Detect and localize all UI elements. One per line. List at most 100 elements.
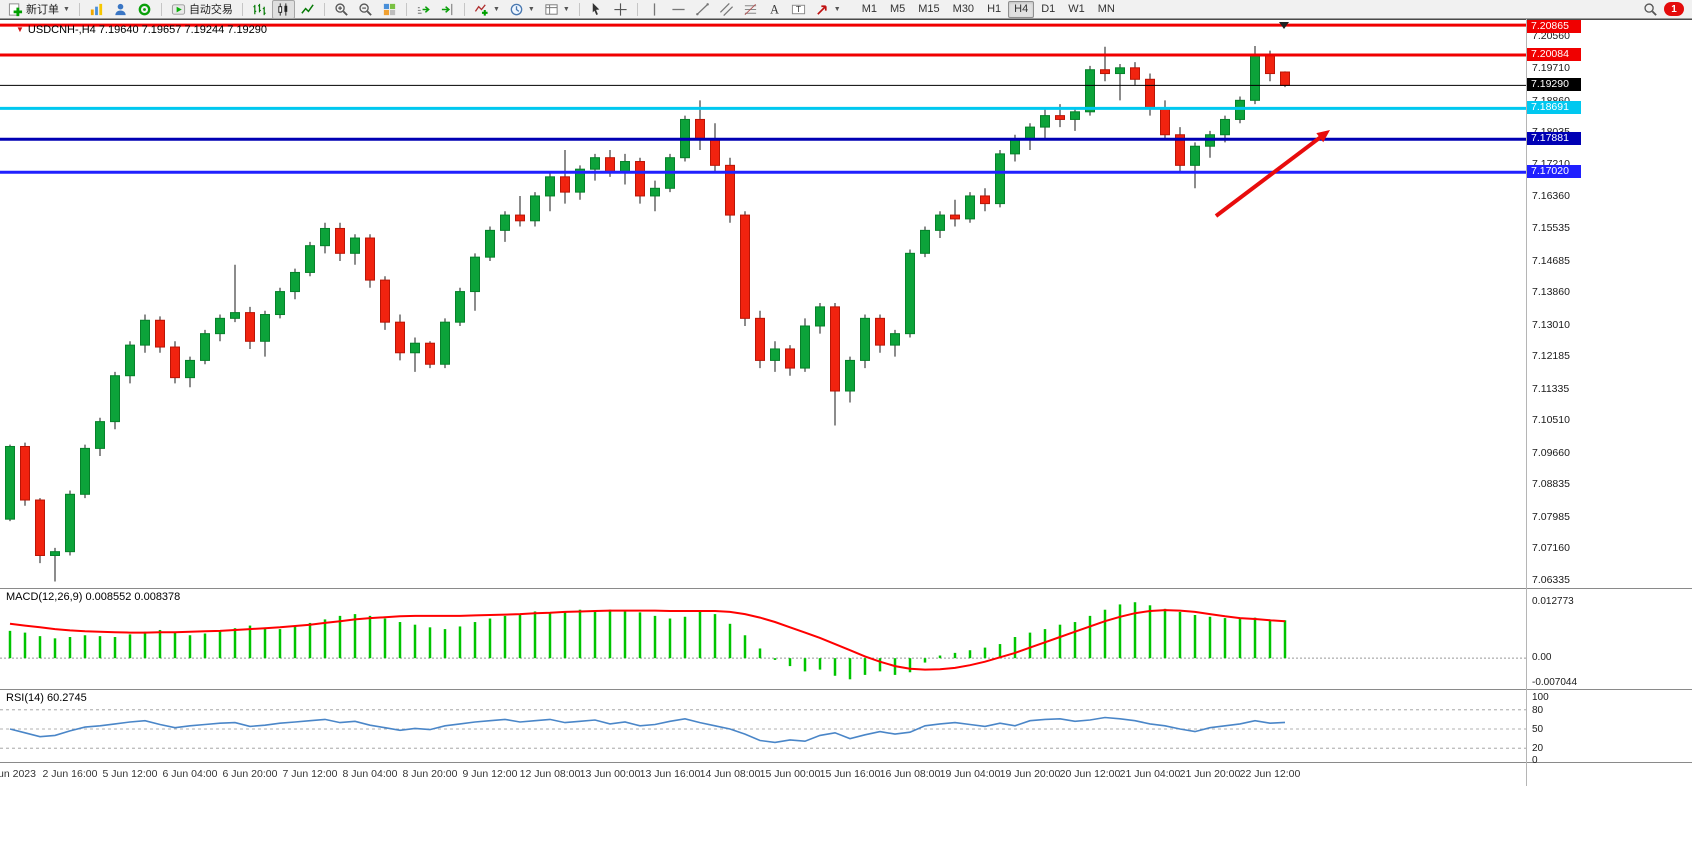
- price-axis-border: [1526, 19, 1527, 786]
- text-icon: A: [767, 2, 782, 17]
- time-axis-label: 12 Jun 08:00: [519, 768, 581, 780]
- bar-chart-mode-button[interactable]: [248, 0, 271, 19]
- text-label-tool-button[interactable]: T: [787, 0, 810, 19]
- chevron-down-icon: ▼: [63, 5, 70, 13]
- timeframe-button-M5[interactable]: M5: [889, 2, 906, 15]
- new-order-icon: [8, 2, 23, 17]
- horizontal-level-lines[interactable]: [0, 23, 1526, 174]
- time-axis-label: 6 Jun 20:00: [222, 768, 278, 780]
- price-axis-label: 7.07160: [1532, 542, 1570, 555]
- toolbar-separator: [78, 2, 80, 16]
- timeframe-button-M30[interactable]: M30: [952, 2, 975, 15]
- toolbar-separator: [578, 2, 580, 16]
- chart-shift-icon: [440, 2, 455, 17]
- data-window-button[interactable]: [109, 0, 132, 19]
- trendline-tool-button[interactable]: [691, 0, 714, 19]
- search-icon[interactable]: [1643, 2, 1658, 17]
- cursor-icon: [589, 2, 604, 17]
- templates-icon: [544, 2, 559, 17]
- price-badge: 7.17881: [1527, 131, 1581, 145]
- indicators-button[interactable]: ▼: [470, 0, 504, 19]
- timeframe-button-D1[interactable]: D1: [1041, 2, 1056, 15]
- timeframe-toolbar: M1 M5 M15 M30 H1 H4 D1 W1 MN: [856, 0, 1121, 18]
- time-axis[interactable]: 2 Jun 2023 2 Jun 16:00 5 Jun 12:00 6 Jun 04…: [0, 762, 1692, 786]
- horizontal-line-tool-button[interactable]: [667, 0, 690, 19]
- timeframe-button-H4[interactable]: H4: [1008, 0, 1035, 18]
- chart-title: USDCNH-,H4 7.19640 7.19657 7.19244 7.192…: [27, 24, 268, 36]
- chart-title-row: ▼ USDCNH-,H4 7.19640 7.19657 7.19244 7.19…: [16, 24, 267, 36]
- price-axis-label: 7.11335: [1532, 382, 1570, 395]
- timeframe-button-W1[interactable]: W1: [1068, 2, 1085, 15]
- price-axis-label: 7.10510: [1532, 414, 1570, 427]
- main-chart-panel[interactable]: ▼ USDCNH-,H4 7.19640 7.19657 7.19244 7.19…: [0, 19, 1692, 588]
- line-chart-mode-button[interactable]: [296, 0, 319, 19]
- time-axis-label: 2 Jun 2023: [0, 768, 36, 780]
- price-axis-label: 7.08835: [1532, 478, 1570, 491]
- rsi-chart: [0, 709, 1526, 749]
- price-axis-label: 7.06335: [1532, 573, 1570, 586]
- arrow-symbol-icon: [815, 2, 830, 17]
- notification-badge[interactable]: 1: [1664, 2, 1684, 16]
- candlestick-mode-button[interactable]: [271, 0, 295, 19]
- timeframe-button-MN[interactable]: MN: [1097, 2, 1115, 15]
- autotrading-icon: [171, 2, 186, 17]
- trend-arrow-annotation[interactable]: [1214, 130, 1330, 218]
- auto-scroll-button[interactable]: [412, 0, 435, 19]
- price-badge: 7.17020: [1527, 164, 1581, 178]
- time-axis-label: 7 Jun 12:00: [282, 768, 338, 780]
- cursor-tool-button[interactable]: [585, 0, 608, 19]
- chart-shift-marker[interactable]: [1279, 22, 1289, 29]
- channel-tool-button[interactable]: [715, 0, 738, 19]
- periods-button[interactable]: ▼: [505, 0, 539, 19]
- macd-axis-label: 0.00: [1532, 652, 1552, 664]
- time-axis-label: 16 Jun 08:00: [879, 768, 941, 780]
- time-axis-label: 8 Jun 20:00: [402, 768, 458, 780]
- chart-shift-button[interactable]: [436, 0, 459, 19]
- templates-button[interactable]: ▼: [540, 0, 574, 19]
- rsi-indicator-panel[interactable]: RSI(14) 60.2745: [0, 689, 1692, 762]
- price-axis-label: 7.16360: [1532, 190, 1570, 203]
- timeframe-button-M1[interactable]: M1: [861, 2, 877, 15]
- arrows-tool-button[interactable]: ▼: [811, 0, 845, 19]
- data-window-icon: [113, 2, 128, 17]
- chevron-down-icon: ▼: [527, 5, 535, 13]
- macd-indicator-panel[interactable]: MACD(12,26,9) 0.008552 0.008378: [0, 588, 1692, 689]
- text-tool-button[interactable]: A: [763, 0, 786, 19]
- rsi-line: [9, 716, 1286, 744]
- macd-signal-line: [9, 609, 1286, 671]
- time-axis-label: 13 Jun 16:00: [639, 768, 701, 780]
- price-axis-label: 7.12185: [1532, 350, 1570, 363]
- candlestick-chart[interactable]: [0, 20, 1692, 588]
- price-badge: 7.20084: [1527, 47, 1581, 61]
- new-order-button[interactable]: 新订单 ▼: [4, 0, 74, 19]
- market-watch-button[interactable]: [85, 0, 108, 19]
- tile-windows-icon: [382, 2, 397, 17]
- one-click-trading-toggle[interactable]: ▼: [16, 25, 24, 34]
- time-axis-label: 15 Jun 00:00: [759, 768, 821, 780]
- navigator-icon: [137, 2, 152, 17]
- timeframe-button-H1[interactable]: H1: [987, 2, 1002, 15]
- zoom-out-button[interactable]: [354, 0, 377, 19]
- candlestick-icon: [276, 2, 291, 17]
- price-axis-label: 7.07985: [1532, 510, 1570, 523]
- autotrading-button[interactable]: 自动交易: [167, 0, 237, 19]
- navigator-button[interactable]: [133, 0, 156, 19]
- market-watch-icon: [89, 2, 104, 17]
- timeframe-button-M15[interactable]: M15: [918, 2, 940, 15]
- time-axis-label: 14 Jun 08:00: [699, 768, 761, 780]
- zoom-in-button[interactable]: [330, 0, 353, 19]
- crosshair-tool-button[interactable]: [609, 0, 632, 19]
- toolbar-right-group: 1: [1643, 2, 1688, 17]
- rsi-axis-label: 0: [1532, 755, 1538, 766]
- new-order-label: 新订单: [26, 4, 59, 16]
- macd-chart: [0, 602, 1526, 680]
- zoom-out-icon: [358, 2, 373, 17]
- fibonacci-tool-button[interactable]: [739, 0, 762, 19]
- tile-windows-button[interactable]: [378, 0, 401, 19]
- time-axis-label: 19 Jun 04:00: [939, 768, 1001, 780]
- time-axis-label: 21 Jun 04:00: [1119, 768, 1181, 780]
- vertical-line-tool-button[interactable]: [643, 0, 666, 19]
- rsi-axis-label: 80: [1532, 704, 1544, 716]
- macd-axis-label: 0.012773: [1532, 595, 1574, 607]
- text-label-icon: T: [791, 2, 806, 17]
